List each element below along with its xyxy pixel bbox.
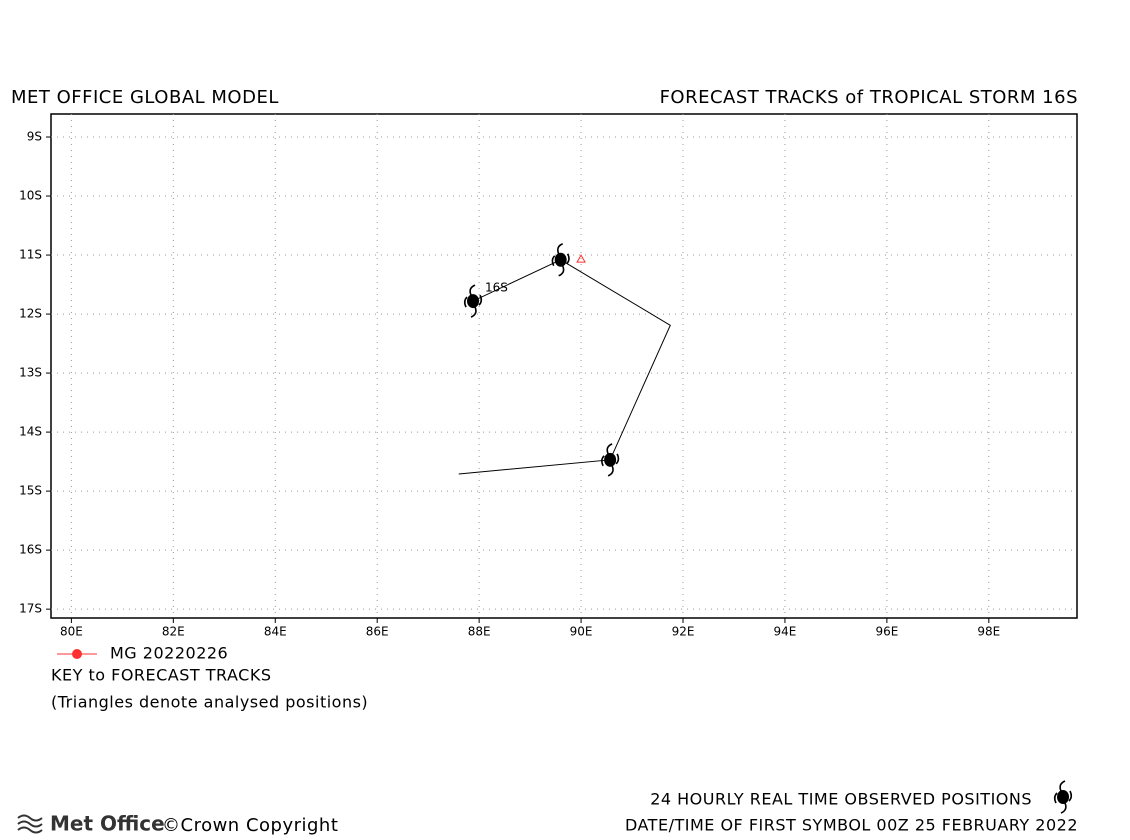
x-tick-label: 86E (366, 625, 389, 639)
y-tick-label: 11S (19, 248, 42, 262)
symbol-arm (463, 294, 483, 308)
symbol-arm (469, 284, 477, 318)
copyright: ©Crown Copyright (162, 815, 338, 836)
symbol-core (554, 252, 567, 267)
y-tick-label: 15S (19, 484, 42, 498)
x-tick-label: 98E (977, 625, 1000, 639)
symbol-core (604, 452, 617, 467)
storm-symbol (601, 443, 620, 477)
x-tick-label: 90E (570, 625, 593, 639)
y-tick-label: 10S (19, 189, 42, 203)
symbol-core (1057, 790, 1069, 804)
storm-symbol (551, 243, 570, 277)
y-tick-label: 13S (19, 366, 42, 380)
x-tick-label: 94E (774, 625, 797, 639)
y-tick-label: 14S (19, 425, 42, 439)
symbol-core (467, 294, 480, 309)
symbol-arm (606, 443, 614, 477)
key-title: KEY to FORECAST TRACKS (51, 666, 272, 685)
footer-observed: 24 HOURLY REAL TIME OBSERVED POSITIONS (650, 790, 1032, 809)
y-tick-label: 17S (19, 602, 42, 616)
symbol-arm (551, 253, 570, 267)
x-tick-label: 82E (162, 625, 185, 639)
legend-dot (72, 649, 82, 659)
title-left: MET OFFICE GLOBAL MODEL (11, 87, 279, 108)
analysed-triangle (576, 254, 586, 263)
logo-text: Met Office (50, 812, 165, 836)
symbol-arm (557, 243, 565, 277)
y-tick-label: 12S (19, 307, 42, 321)
symbol-arm (1059, 780, 1067, 814)
storm-label: 16S (485, 281, 508, 295)
y-tick-label: 16S (19, 543, 42, 557)
title-right: FORECAST TRACKS of TROPICAL STORM 16S (660, 87, 1078, 108)
y-tick-label: 9S (27, 130, 42, 144)
symbol-arm (601, 453, 620, 467)
storm-symbol (463, 284, 483, 318)
storm-symbol (1053, 780, 1073, 814)
x-tick-label: 84E (264, 625, 287, 639)
footer-date: DATE/TIME OF FIRST SYMBOL 00Z 25 FEBRUAR… (625, 816, 1078, 835)
x-tick-label: 92E (672, 625, 695, 639)
plot-frame (50, 113, 1078, 619)
x-tick-label: 88E (468, 625, 491, 639)
x-tick-label: 96E (875, 625, 898, 639)
observed-track (458, 259, 671, 475)
symbol-arm (1053, 790, 1073, 804)
logo-icon (17, 814, 43, 834)
key-note: (Triangles denote analysed positions) (51, 693, 368, 712)
x-tick-label: 80E (60, 625, 83, 639)
legend-label: MG 20220226 (110, 644, 228, 663)
